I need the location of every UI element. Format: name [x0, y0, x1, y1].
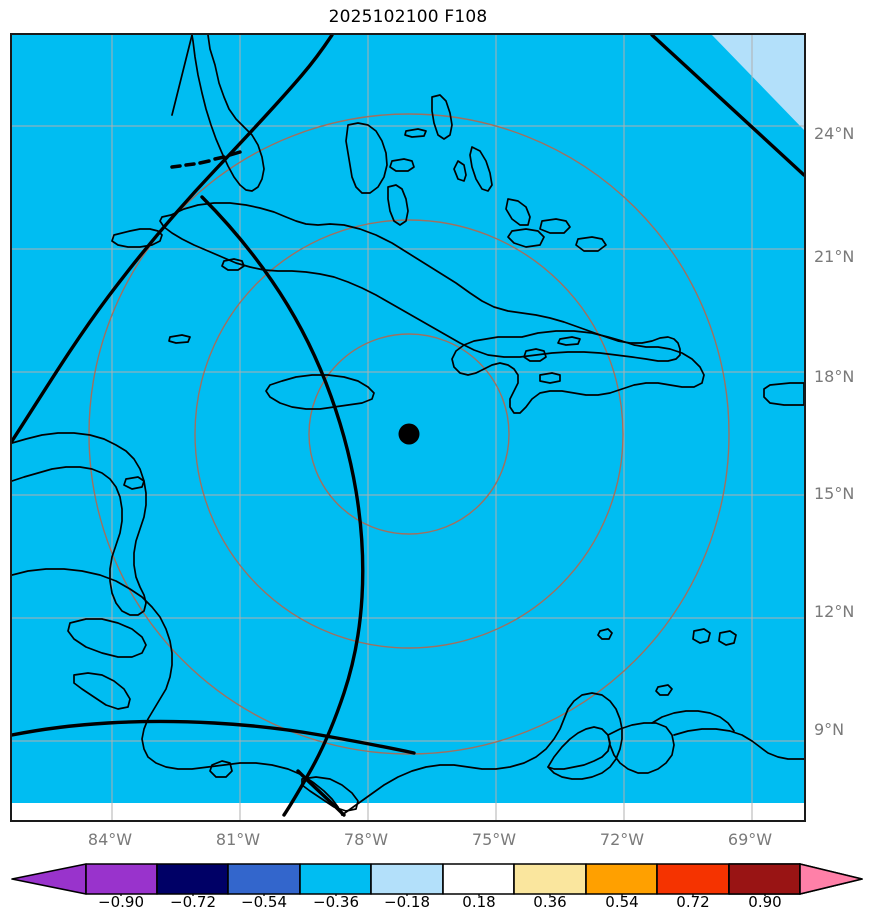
coast-hispaniola-bay — [523, 348, 547, 362]
lon-tick-label: 81°W — [215, 830, 261, 849]
colorbar-tick-label: −0.72 — [170, 893, 216, 911]
coast-puerto-rico — [763, 382, 804, 406]
field-background — [12, 35, 804, 803]
coast-cuba-south-inlet — [111, 228, 163, 248]
coast-florida-west — [171, 35, 193, 116]
coast-cuba — [159, 202, 681, 362]
colorbar-segment — [656, 863, 730, 895]
colorbar-tick-label: 0.72 — [676, 893, 710, 911]
colorbar-ticks — [120, 894, 766, 896]
lat-tick-label: 15°N — [814, 484, 855, 503]
contour-southwest-diag — [296, 769, 346, 817]
colorbar-segment — [513, 863, 587, 895]
page-title: 2025102100 F108 — [328, 7, 488, 27]
lon-tick-label: 69°W — [727, 830, 773, 849]
coast-costa-rica — [73, 672, 131, 710]
colorbar-tick-label: −0.36 — [313, 893, 359, 911]
colorbar[interactable] — [0, 862, 873, 924]
coast-hispaniola — [451, 330, 705, 414]
field-white-strip — [12, 803, 804, 820]
lat-tick-label: 12°N — [814, 602, 855, 621]
coast-crooked-island — [505, 198, 531, 226]
coast-jamaica — [265, 374, 375, 410]
colorbar-tick-label: 0.18 — [462, 893, 496, 911]
coast-bonaire — [718, 630, 737, 646]
range-rings — [88, 113, 730, 755]
coast-mayaguana — [539, 218, 571, 234]
coast-grand-cayman — [168, 334, 191, 344]
lon-tick-label: 75°W — [471, 830, 517, 849]
colorbar-segment — [227, 863, 301, 895]
lat-tick-label: 9°N — [814, 720, 845, 739]
coast-andros — [345, 122, 388, 194]
coast-long-island — [469, 146, 493, 192]
coast-panama-east — [301, 776, 359, 812]
coast-maracaibo — [607, 722, 675, 774]
coast-cat-island — [453, 160, 467, 182]
colorbar-segment — [370, 863, 444, 895]
lon-tick-label: 84°W — [87, 830, 133, 849]
map-canvas — [12, 35, 804, 820]
coast-central-america — [12, 568, 343, 816]
lon-tick-label: 78°W — [343, 830, 389, 849]
colorbar-extend-min — [11, 863, 87, 895]
coast-gonave — [539, 372, 561, 384]
graticule — [12, 35, 804, 820]
coast-inagua — [507, 228, 545, 248]
colorbar-segment — [156, 863, 229, 895]
colorbar-segment — [299, 863, 372, 895]
coast-tortuga — [557, 336, 581, 346]
map-plot-area[interactable] — [10, 33, 806, 822]
lat-tick-label: 21°N — [814, 247, 855, 266]
colorbar-segment-pink — [799, 863, 863, 895]
coast-venezuela-east — [673, 728, 804, 760]
colorbar-segment-last — [728, 863, 801, 895]
coast-yucatan — [12, 432, 147, 616]
colorbar-segment — [585, 863, 658, 895]
lon-tick-label: 72°W — [599, 830, 645, 849]
lat-tick-label: 18°N — [814, 367, 855, 386]
coastlines — [12, 35, 804, 816]
colorbar-tick-label: 0.90 — [748, 893, 782, 911]
lat-tick-label: 24°N — [814, 124, 855, 143]
colorbar-segment — [85, 863, 158, 895]
range-ring-inner — [308, 333, 510, 535]
coast-abaco — [431, 94, 453, 140]
field-patch-lightblue — [712, 35, 804, 130]
contour-topright — [650, 35, 804, 177]
colorbar-tick-label: −0.90 — [98, 893, 144, 911]
colorbar-tick-label: −0.18 — [384, 893, 430, 911]
coast-venezuela-north — [651, 710, 735, 732]
coast-small-island-1 — [597, 628, 613, 640]
coast-colombia — [341, 692, 623, 816]
coast-panama-canal — [209, 760, 233, 778]
coast-eleuthera — [387, 184, 409, 226]
colorbar-canvas — [11, 863, 863, 896]
coast-curacao — [692, 628, 711, 644]
colorbar-segment — [442, 863, 515, 895]
range-ring-outer — [88, 113, 730, 755]
coast-turks-caicos — [575, 236, 607, 252]
contour-lines — [12, 35, 804, 817]
contour-south — [12, 719, 416, 755]
range-ring-middle — [194, 219, 624, 649]
coast-bahama-small-1 — [404, 128, 427, 138]
coast-nicaragua-lake — [67, 618, 147, 658]
coast-new-providence — [389, 158, 415, 172]
colorbar-tick-label: 0.36 — [533, 893, 567, 911]
coast-isla-juventud — [221, 258, 245, 271]
coast-yucatan-inlet — [123, 476, 145, 490]
colorbar-tick-label: −0.54 — [241, 893, 287, 911]
contour-cuba-vertical — [200, 195, 365, 817]
coast-aruba — [655, 684, 673, 696]
colorbar-segments — [11, 863, 863, 895]
contour-northwest — [12, 35, 334, 443]
colorbar-tick-label: 0.54 — [605, 893, 639, 911]
storm-center-marker — [398, 423, 420, 445]
coast-florida — [191, 35, 265, 192]
